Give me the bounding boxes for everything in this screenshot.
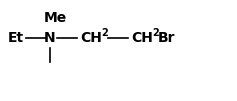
Text: CH: CH (80, 31, 102, 45)
Text: 2: 2 (152, 28, 159, 38)
Text: N: N (44, 31, 56, 45)
Text: Et: Et (8, 31, 24, 45)
Text: CH: CH (131, 31, 153, 45)
Text: 2: 2 (101, 28, 108, 38)
Text: Me: Me (44, 11, 67, 25)
Text: Br: Br (158, 31, 176, 45)
